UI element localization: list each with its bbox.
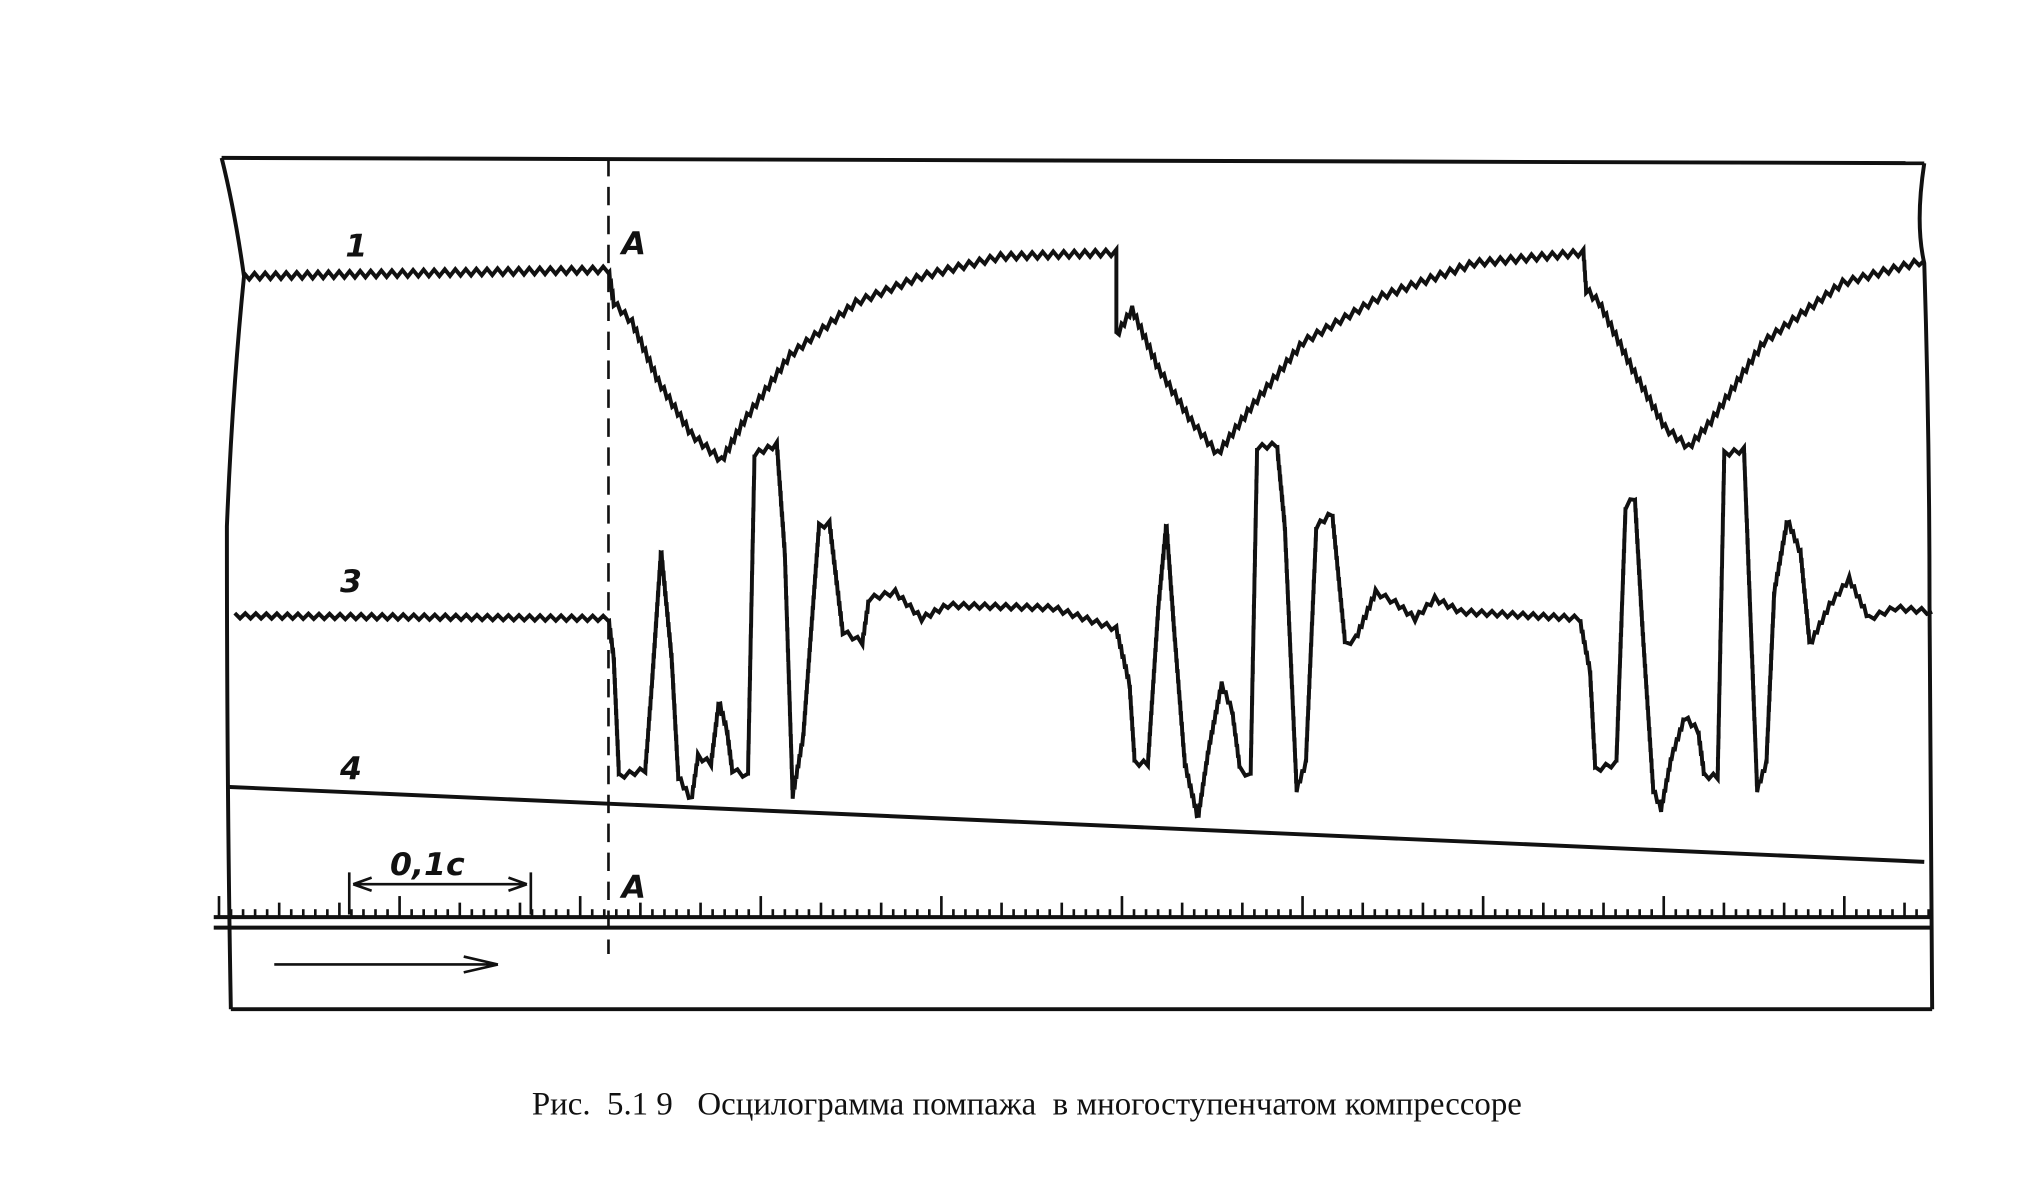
trace-label: 1 [345, 229, 367, 265]
direction-arrow [274, 955, 499, 974]
frame [213, 155, 1935, 1012]
trace-4 [226, 784, 1925, 864]
frame-top [221, 155, 1925, 166]
marker-label: A [619, 226, 646, 262]
marker-label: A [619, 869, 646, 905]
trace-label: 4 [339, 751, 362, 787]
trace-3 [233, 435, 1933, 819]
scale-bracket [347, 872, 533, 915]
frame-left [219, 157, 246, 1010]
time-strip [213, 915, 1933, 930]
frame-right [1917, 162, 1935, 1010]
trace-1 [242, 243, 1926, 464]
scale-label: 0,1с [390, 847, 465, 883]
caption: Рис. 5.1 9 Осцилограмма помпажа в многос… [532, 1086, 1522, 1122]
trace-label: 3 [340, 564, 362, 600]
